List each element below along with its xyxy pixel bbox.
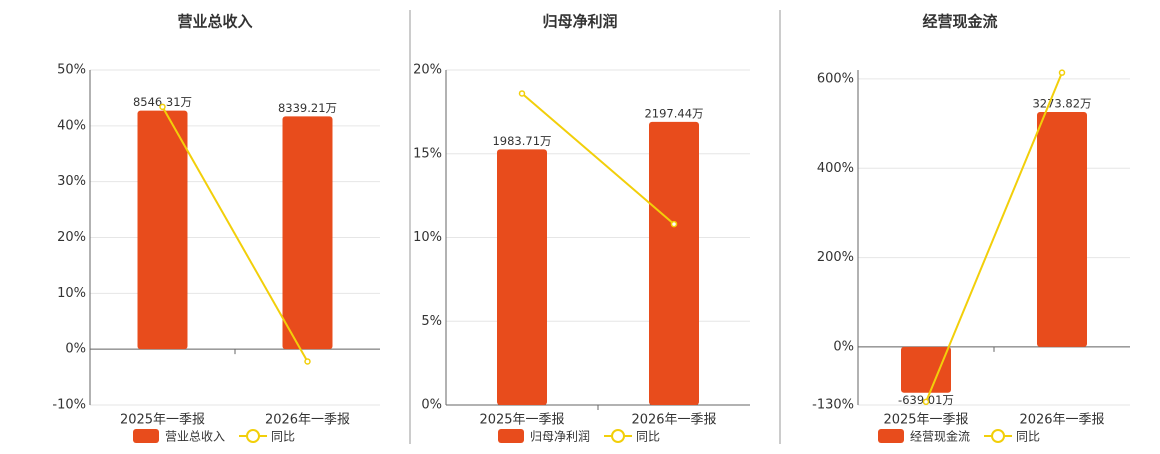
value-label: 8546.31万 xyxy=(133,95,192,109)
line xyxy=(925,72,1063,403)
y-tick-label: 200% xyxy=(817,250,854,265)
bar xyxy=(649,121,699,405)
legend-marker xyxy=(246,429,261,443)
x-tick-label: 2025年一季报 xyxy=(479,413,564,428)
value-label: 2197.44万 xyxy=(644,106,703,120)
bar xyxy=(282,116,333,350)
chart-title: 营业总收入 xyxy=(177,13,252,31)
y-tick-label: 0% xyxy=(65,342,86,357)
y-tick-label: 10% xyxy=(57,286,86,301)
legend-marker xyxy=(133,429,159,443)
line-point xyxy=(922,398,930,406)
x-tick-label: 2026年一季报 xyxy=(265,413,350,428)
chart-title: 归母净利润 xyxy=(542,13,617,31)
legend-label: 营业总收入 xyxy=(165,430,225,444)
legend-label: 同比 xyxy=(636,430,660,444)
bar xyxy=(497,149,547,405)
legend-marker xyxy=(991,429,1006,443)
y-tick-label: 10% xyxy=(413,230,442,245)
line-point xyxy=(518,90,526,97)
line-point xyxy=(1058,69,1066,76)
legend-marker xyxy=(498,429,524,443)
value-label: 1983.71万 xyxy=(492,134,551,148)
line-point xyxy=(304,358,311,365)
x-tick-label: 2025年一季报 xyxy=(883,413,968,428)
line-point xyxy=(670,220,678,228)
y-tick-label: 20% xyxy=(413,63,442,78)
x-tick-label: 2026年一季报 xyxy=(631,413,716,428)
y-tick-label: 15% xyxy=(413,146,442,161)
legend-label: 同比 xyxy=(1016,430,1040,444)
bar xyxy=(1037,112,1087,347)
y-tick-label: 600% xyxy=(817,71,854,86)
y-tick-label: 0% xyxy=(833,339,854,354)
legend-marker xyxy=(878,429,904,443)
legend-label: 经营现金流 xyxy=(910,429,970,444)
y-tick-label: 400% xyxy=(817,161,854,176)
bar xyxy=(137,110,188,350)
y-tick-label: -130% xyxy=(812,398,854,413)
line xyxy=(161,106,309,362)
bar xyxy=(901,346,951,393)
legend-label: 同比 xyxy=(271,430,295,444)
y-tick-label: 50% xyxy=(57,63,86,78)
legend-marker xyxy=(611,429,626,443)
y-tick-label: -10% xyxy=(52,398,86,413)
y-tick-label: 20% xyxy=(57,230,86,245)
x-tick-label: 2026年一季报 xyxy=(1019,413,1104,428)
chart-title: 经营现金流 xyxy=(922,13,997,31)
y-tick-label: 40% xyxy=(57,118,86,133)
line xyxy=(521,92,675,225)
line-point xyxy=(159,103,166,111)
value-label: 8339.21万 xyxy=(278,101,337,115)
legend-label: 归母净利润 xyxy=(530,430,590,444)
y-tick-label: 30% xyxy=(57,174,86,189)
value-label: 3273.82万 xyxy=(1032,97,1091,111)
y-tick-label: 0% xyxy=(421,398,442,413)
y-tick-label: 5% xyxy=(421,314,442,329)
x-tick-label: 2025年一季报 xyxy=(120,413,205,428)
